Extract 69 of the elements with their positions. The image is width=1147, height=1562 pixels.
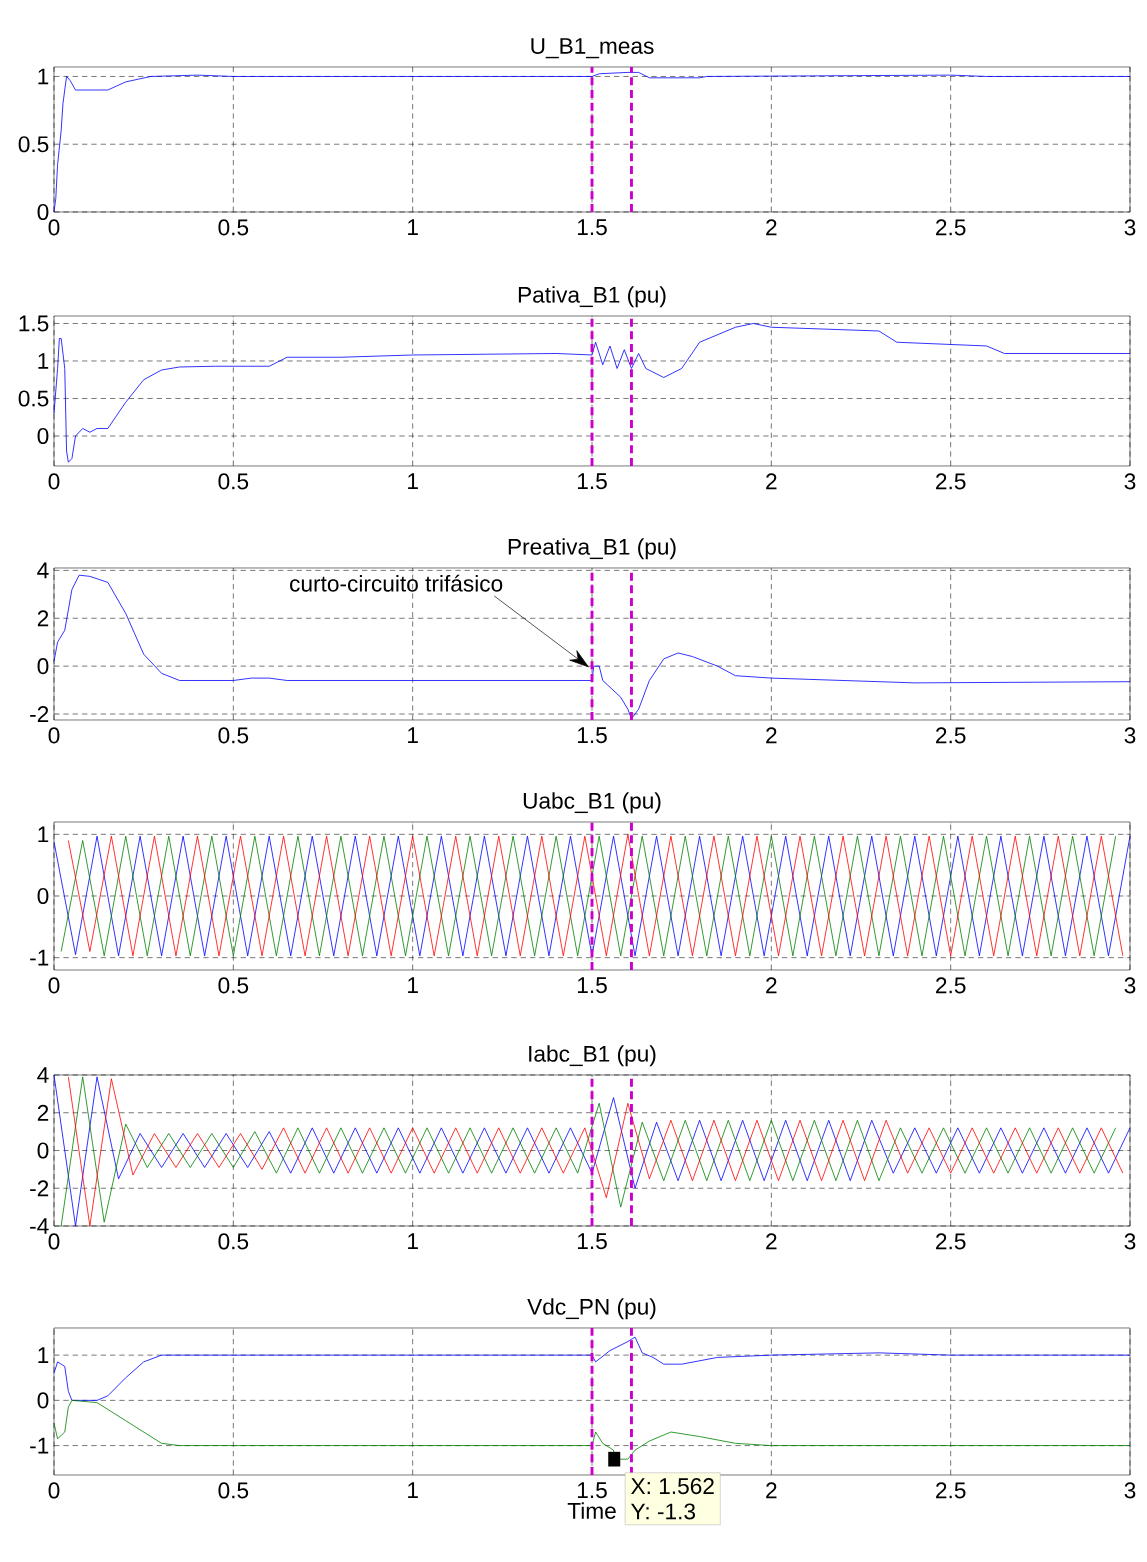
chart-title: U_B1_meas [531,38,654,59]
x-tick-label: 1 [408,1233,418,1249]
x-tick-label: 0.5 [218,219,249,236]
y-tick-label: -4 [30,1218,49,1234]
x-tick-label: 2.5 [936,219,966,236]
x-tick-label: 1 [408,977,418,993]
x-tick-label: 1.5 [577,727,607,744]
x-tick-label: 1 [408,473,418,489]
chart-title: Preativa_B1 (pu) [508,538,676,560]
x-tick-label: 3 [1124,727,1136,744]
x-tick-label: 1 [408,727,418,743]
x-tick-label: 1 [408,219,418,235]
x-tick-label: 3 [1124,1482,1136,1499]
y-tick-label: 0.5 [18,390,49,407]
y-tick-label: -1 [30,949,49,966]
x-tick-label: 3 [1124,219,1136,236]
y-tick-label: 1.5 [19,315,49,332]
y-tick-label: 1 [38,353,49,369]
x-tick-label: 0.5 [218,473,249,490]
y-tick-label: 4 [37,1067,49,1083]
x-tick-label: 3 [1124,977,1136,994]
y-tick-label: 0 [37,427,49,445]
x-tick-label: 2.5 [936,727,966,744]
x-tick-label: 3 [1124,1233,1136,1250]
x-tick-label: 1 [408,1482,418,1498]
annotation: curto-circuito trifásico [290,574,503,592]
x-tick-label: 1.5 [577,977,607,994]
y-tick-label: 2 [37,1104,49,1121]
y-tick-label: 0 [37,1392,49,1409]
y-tick-label: 0 [37,203,49,221]
y-tick-label: -2 [30,1180,49,1197]
y-tick-label: 1 [38,1347,49,1363]
x-tick-label: 2 [766,1233,777,1250]
chart-title: Iabc_B1 (pu) [529,1045,656,1067]
x-tick-label: 1.5 [577,1233,607,1250]
x-tick-label: 1.5 [577,219,607,236]
y-tick-label: 0 [37,887,49,905]
y-tick-label: 4 [37,562,49,579]
y-tick-label: 0.5 [18,136,49,153]
x-tick-label: 2 [766,977,777,994]
y-tick-label: 1 [38,68,49,85]
x-tick-label: 2.5 [936,473,966,490]
y-tick-label: -2 [30,706,49,722]
x-tick-label: 2.5 [936,1233,966,1250]
x-tick-label: 2 [766,1482,777,1499]
x-tick-label: 3 [1124,473,1136,490]
x-tick-label: 0.5 [218,727,249,744]
x-tick-label: 2.5 [936,1482,966,1499]
line-series [53,574,1131,720]
x-tick-label: 1.5 [577,473,607,490]
y-tick-label: 0 [37,658,49,675]
chart-title: Vdc_PN (pu) [527,1298,656,1320]
annotation: X: 1.562 [631,1478,714,1495]
x-tick-label: 0.5 [218,1482,249,1499]
annotation: Y: -1.3 [631,1503,696,1520]
x-tick-label: 2.5 [936,977,966,994]
x-tick-label: 1.5 [577,1482,607,1499]
x-tick-label: 2 [766,473,777,490]
y-tick-label: 1 [38,826,49,843]
x-tick-label: 2 [766,219,777,236]
y-tick-label: 2 [37,610,49,627]
y-tick-label: -1 [30,1437,49,1454]
chart-title: Pativa_B1 (pu) [518,286,666,308]
y-tick-label: 0 [37,1142,49,1159]
x-tick-label: 2 [766,727,777,744]
x-axis-title: Time [567,1502,616,1519]
x-tick-label: 0.5 [218,977,249,994]
x-tick-label: 0.5 [218,1233,249,1250]
chart-title: Uabc_B1 (pu) [523,792,661,814]
